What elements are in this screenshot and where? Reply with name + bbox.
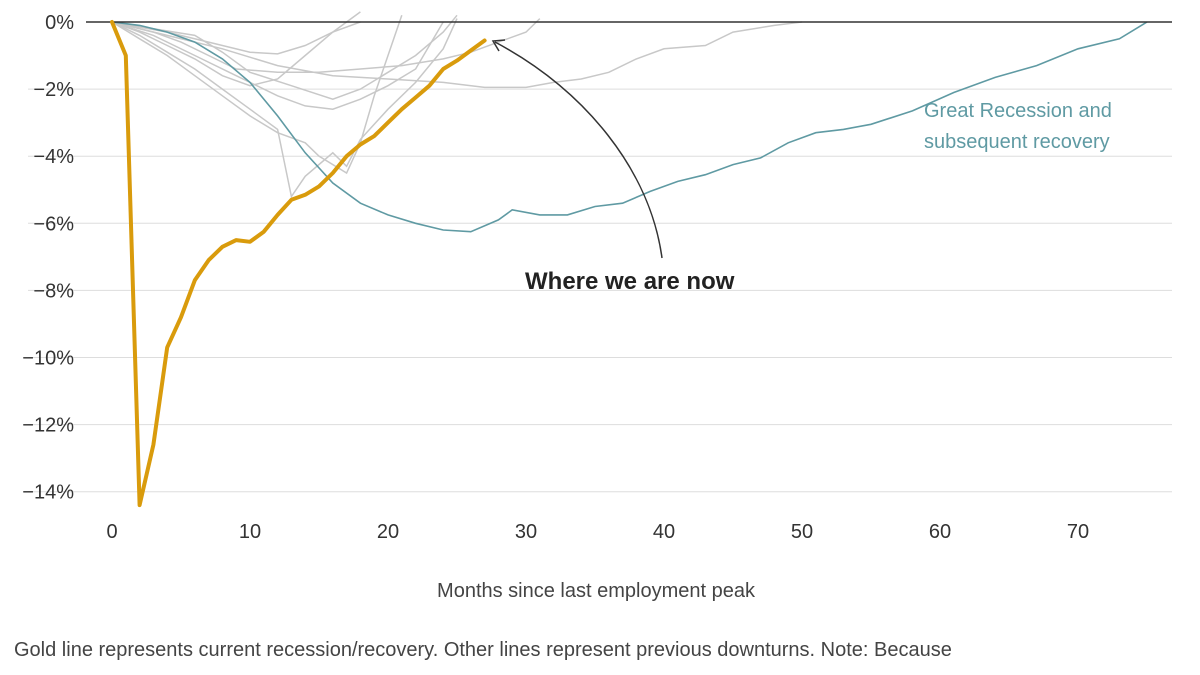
y-tick-label: 0% [45, 12, 74, 34]
x-tick-label: 10 [239, 521, 261, 543]
x-tick-label: 70 [1067, 521, 1089, 543]
x-axis-label: Months since last employment peak [437, 580, 756, 602]
previous-downturn-line [111, 21, 444, 110]
annotation-arrowhead [491, 39, 506, 52]
y-tick-label: −4% [33, 146, 74, 168]
previous-downturn-lines [111, 11, 803, 199]
previous-downturn-line [111, 11, 361, 87]
current-recession-line [110, 20, 487, 508]
previous-downturn-line [111, 21, 361, 55]
annotation-arrow [494, 41, 663, 259]
x-tick-label: 20 [377, 521, 399, 543]
previous-downturn-line [111, 18, 458, 199]
x-tick-label: 50 [791, 521, 813, 543]
x-tick-label: 30 [515, 521, 537, 543]
y-tick-label: −8% [33, 280, 74, 302]
y-tick-label: −14% [22, 482, 74, 504]
great-recession-label-line-1: Great Recession and [924, 100, 1112, 122]
great-recession-label-line-2: subsequent recovery [924, 131, 1110, 153]
y-tick-label: −10% [22, 348, 74, 370]
x-tick-label: 60 [929, 521, 951, 543]
y-tick-label: −6% [33, 213, 74, 235]
x-tick-label: 40 [653, 521, 675, 543]
previous-downturn-line [111, 14, 458, 100]
y-tick-label: −12% [22, 415, 74, 437]
gridlines [28, 88, 1172, 493]
footnote: Gold line represents current recession/r… [14, 639, 952, 661]
previous-downturn-line [111, 15, 403, 175]
x-axis-ticks: 0 10 20 30 40 50 60 70 [106, 521, 1089, 543]
previous-downturn-line [111, 21, 803, 89]
employment-chart: 0% −2% −4% −6% −8% −10% −12% −14% 0 10 20 30 40 50 60… [22, 11, 1172, 602]
y-axis-ticks: 0% −2% −4% −6% −8% −10% −12% −14% [22, 12, 74, 504]
great-recession-line [111, 21, 1148, 233]
x-tick-label: 0 [106, 521, 117, 543]
y-tick-label: −2% [33, 79, 74, 101]
annotation-where-we-are-now: Where we are now [525, 268, 735, 295]
